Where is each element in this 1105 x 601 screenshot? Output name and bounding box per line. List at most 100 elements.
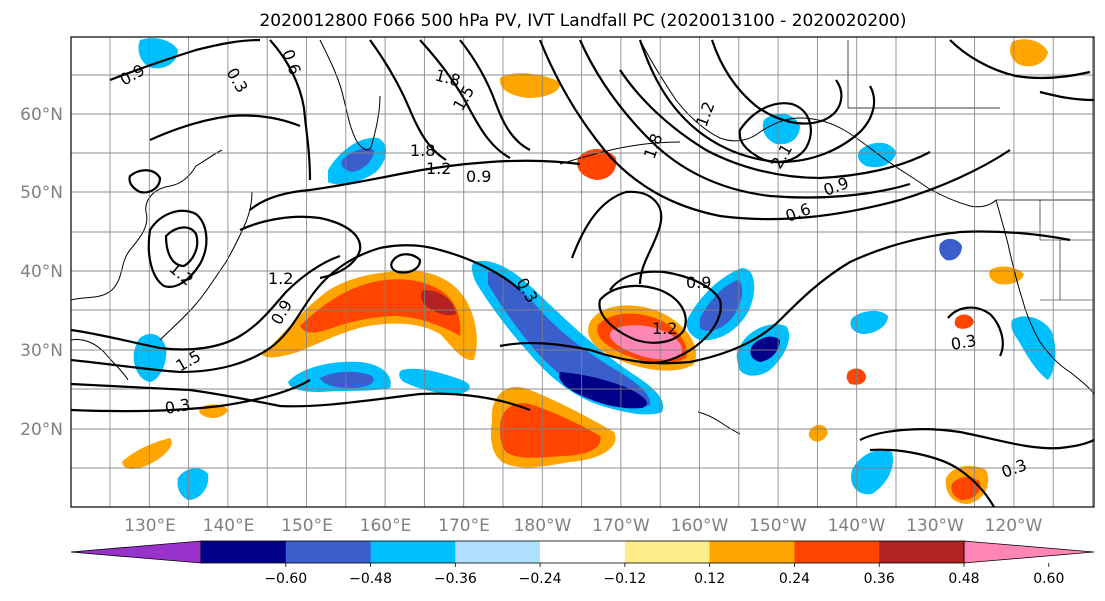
contour-line xyxy=(710,39,843,125)
negative-anomaly-california xyxy=(939,238,962,261)
colorbar-segment xyxy=(879,541,965,563)
colorbar-segment xyxy=(455,541,541,563)
gridlines xyxy=(71,37,1094,507)
figure-title: 2020012800 F066 500 hPa PV, IVT Landfall… xyxy=(259,11,906,31)
latitude-label: 30°N xyxy=(20,341,63,361)
contour-line xyxy=(738,102,812,164)
contour-line xyxy=(369,39,447,161)
negative-anomaly-north-150e-core xyxy=(341,148,374,172)
colorbar-tick-label: 0.24 xyxy=(779,571,810,587)
negative-anomaly-band-inner xyxy=(559,372,647,409)
contour-label: 0.9 xyxy=(466,167,491,186)
colorbar-extend-high xyxy=(963,540,1095,564)
latitude-label: 20°N xyxy=(20,420,63,440)
contour-line xyxy=(947,306,1004,357)
colorbar-segment xyxy=(624,541,711,563)
contour-line xyxy=(149,114,301,142)
positive-anomaly-bering xyxy=(499,73,561,98)
latitude-labels: 60°N 50°N 40°N 30°N 20°N xyxy=(20,105,63,440)
contour-line xyxy=(619,69,931,180)
contour-line xyxy=(598,284,687,344)
contour-line xyxy=(499,230,1071,365)
negative-anomaly-strip-south-core xyxy=(320,371,374,388)
colorbar-segment xyxy=(201,541,287,563)
state-borders xyxy=(1039,200,1094,301)
contour-line xyxy=(164,226,199,268)
colorbar-segment xyxy=(285,541,372,563)
colorbar-segment xyxy=(540,541,626,563)
colorbar-tick-label: 0.36 xyxy=(864,571,895,587)
colorbar-segment xyxy=(709,541,795,563)
contour-line xyxy=(949,39,1091,80)
map-layers: 0.9 0.3 0.6 1.8 1.5 1.8 1.2 0.9 2.1 0.9 … xyxy=(71,37,1094,507)
positive-anomaly-band-west-max xyxy=(421,290,456,316)
coastline-kamchatka xyxy=(319,39,381,151)
colorbar-tick-label: −0.36 xyxy=(434,571,477,587)
contour-line xyxy=(239,215,362,280)
colorbar-outline xyxy=(200,540,965,564)
coastline-asia xyxy=(71,149,223,381)
longitude-label: 180°W xyxy=(514,516,572,536)
contour-label: 1.2 xyxy=(426,159,451,178)
negative-anomaly-top-left xyxy=(138,38,178,69)
contour-line xyxy=(249,159,581,211)
negative-anomaly-band-core xyxy=(488,271,651,407)
contour-line xyxy=(109,38,261,82)
latitude-label: 60°N xyxy=(20,105,63,125)
pv-contours xyxy=(71,38,1094,507)
longitude-labels: 130°E 140°E 150°E 160°E 170°E 180°W 170°W 160°W… xyxy=(124,516,1042,536)
colorbar-tick-label: 0.48 xyxy=(948,571,979,587)
longitude-label: 120°W xyxy=(985,516,1043,536)
colorbar-segment xyxy=(370,541,456,563)
contour-label: 0.3 xyxy=(949,331,977,354)
positive-anomaly-blob-south-core xyxy=(500,403,601,458)
longitude-label: 150°E xyxy=(281,516,333,536)
contour-line xyxy=(71,244,521,374)
positive-anomaly-top-right xyxy=(1010,39,1048,67)
coastline-na-west xyxy=(995,199,1094,395)
negative-anomaly-east-pacific xyxy=(850,310,888,334)
contour-line xyxy=(128,169,162,194)
coastlines xyxy=(71,39,1094,435)
colorbar-tick-label: 0.12 xyxy=(694,571,725,587)
contour-line xyxy=(570,190,663,285)
latitude-label: 50°N xyxy=(20,183,63,203)
longitude-label: 140°W xyxy=(828,516,886,536)
contour-label: 1.2 xyxy=(268,269,293,288)
negative-anomaly-blob-150w-core xyxy=(750,336,780,362)
border-canada-us xyxy=(847,40,1094,201)
colorbar-extend-low xyxy=(70,540,202,564)
longitude-label: 160°E xyxy=(360,516,412,536)
map-border xyxy=(70,36,1095,508)
contour-line xyxy=(859,428,1094,450)
contour-label: 0.9 xyxy=(686,273,711,292)
contour-line xyxy=(869,448,995,507)
coastline-hawaii xyxy=(697,411,741,435)
contour-line xyxy=(1039,90,1094,102)
longitude-label: 170°W xyxy=(592,516,650,536)
longitude-label: 140°E xyxy=(203,516,255,536)
negative-anomaly-strip-mid xyxy=(399,368,470,394)
colorbar: −0.60 −0.48 −0.36 −0.24 −0.12 0.12 0.24 0.36 0.4… xyxy=(70,540,1095,587)
contour-line xyxy=(71,382,531,412)
negative-anomaly-bc xyxy=(858,142,896,168)
latitude-label: 40°N xyxy=(20,262,63,282)
colorbar-tick-label: −0.48 xyxy=(349,571,392,587)
contour-line xyxy=(390,253,422,274)
positive-anomaly-west-coast-small xyxy=(954,314,974,329)
negative-anomaly-baja xyxy=(1011,316,1056,380)
contour-label: 1.2 xyxy=(652,319,677,338)
colorbar-tick-label: −0.12 xyxy=(603,571,646,587)
negative-anomaly-south-140w xyxy=(851,450,894,495)
contour-line xyxy=(147,209,208,288)
colorbar-tick-label: −0.24 xyxy=(519,571,562,587)
colorbar-tick-label: −0.60 xyxy=(264,571,307,587)
coastline-aleutians xyxy=(559,141,681,165)
positive-anomaly-south-west xyxy=(122,438,172,469)
positive-anomaly-aleutian xyxy=(577,149,617,180)
colorbar-tick-label: 0.60 xyxy=(1033,571,1064,587)
contour-line xyxy=(419,39,511,159)
longitude-label: 170°E xyxy=(438,516,490,536)
contour-label: 1.8 xyxy=(410,141,435,160)
